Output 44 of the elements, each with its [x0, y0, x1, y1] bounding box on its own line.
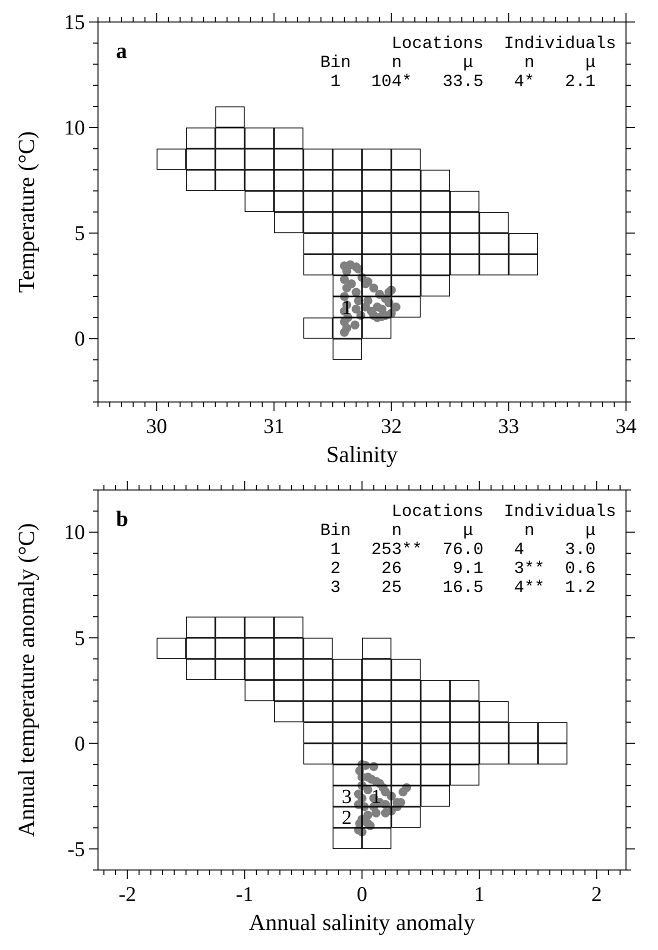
- x-axis-title: Salinity: [326, 442, 398, 467]
- text: a: [116, 38, 127, 63]
- point: [340, 275, 349, 284]
- x-tick-label: -2: [118, 882, 136, 906]
- point: [363, 296, 372, 306]
- x-tick-label: 2: [591, 882, 602, 906]
- y-tick-label: 0: [74, 326, 85, 351]
- x-tick-label: 33: [498, 414, 520, 438]
- x-tick-label: 30: [146, 414, 168, 438]
- x-tick-label: 31: [264, 414, 284, 438]
- annotation: Locations Individuals: [320, 35, 616, 54]
- y-tick-label: 5: [74, 626, 85, 650]
- annotation: 1: [342, 297, 352, 319]
- y-tick-label: 0: [74, 731, 85, 756]
- point: [352, 304, 361, 314]
- x-tick-label: 1: [474, 882, 485, 906]
- y-tick-label: 15: [64, 10, 85, 34]
- x-axis-title: Annual salinity anomaly: [248, 910, 476, 935]
- annotation: 3 25 16.5 4** 1.2: [320, 579, 596, 598]
- annotation: 1 253** 76.0 4 3.0: [320, 541, 596, 560]
- point: [352, 288, 361, 297]
- annotation: Locations Individuals: [320, 503, 616, 522]
- y-tick-label: 5: [74, 221, 85, 246]
- annotation: Bin n μ n μ: [320, 522, 596, 541]
- point: [363, 785, 372, 794]
- y-tick-label: 10: [64, 116, 85, 140]
- point: [392, 302, 401, 312]
- annotation: 2: [342, 807, 352, 830]
- annotation: 3: [342, 786, 352, 808]
- text: b: [116, 506, 128, 531]
- y-tick-label: -5: [68, 836, 85, 861]
- point: [377, 304, 386, 314]
- annotation: 1 104* 33.5 4* 2.1: [320, 73, 596, 92]
- y-tick-label: 10: [64, 520, 85, 544]
- x-tick-label: 0: [356, 882, 368, 906]
- y-axis-title: Temperature (°C): [14, 131, 39, 293]
- x-tick-label: -1: [236, 882, 254, 906]
- annotation: 2 26 9.1 3** 0.6: [320, 560, 596, 579]
- point: [380, 808, 390, 818]
- x-tick-label: 34: [616, 414, 637, 438]
- x-tick-label: 32: [380, 414, 402, 438]
- annotation: Bin n μ n μ: [320, 54, 596, 73]
- point: [350, 320, 360, 330]
- y-axis-title: Annual temperature anomaly (°C): [14, 523, 39, 837]
